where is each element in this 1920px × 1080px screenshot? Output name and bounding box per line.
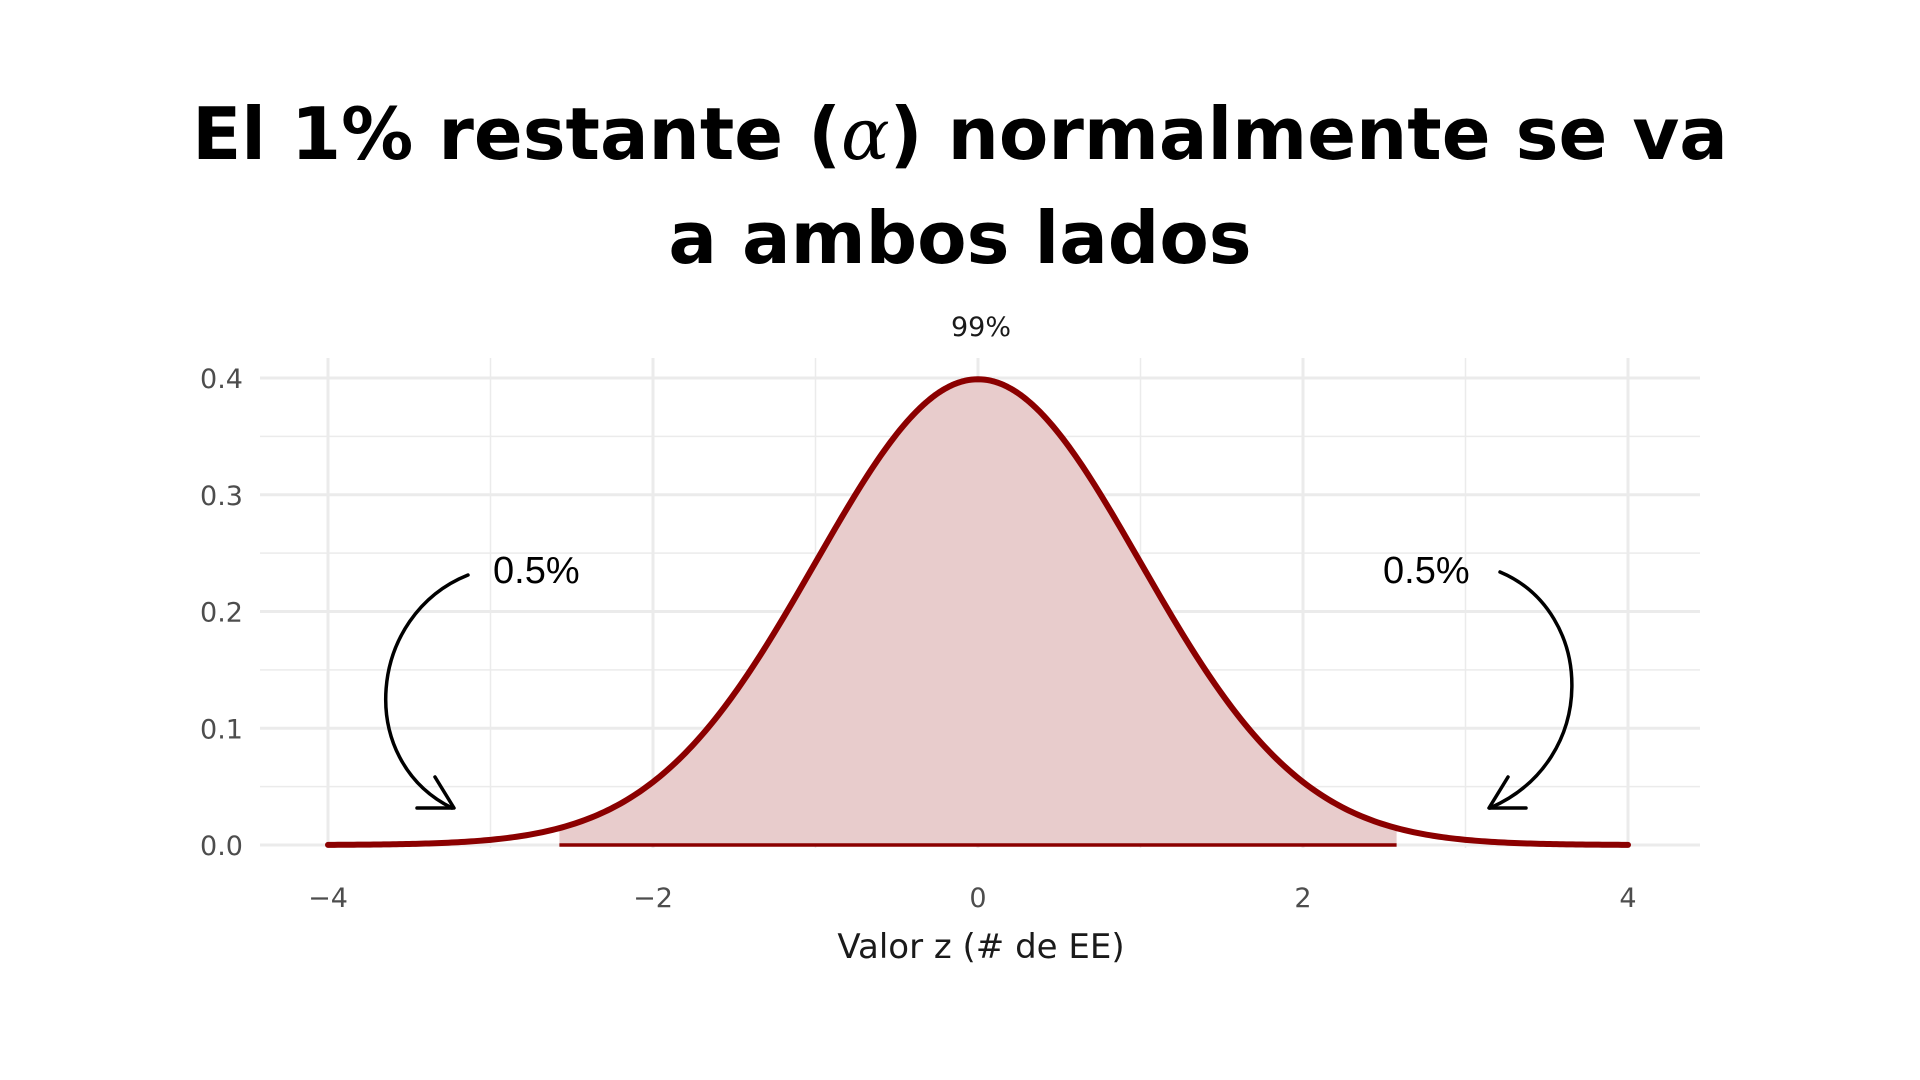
- right-tail-label: 0.5%: [1383, 550, 1470, 592]
- slide-title-part1: El 1% restante (: [192, 92, 842, 176]
- shaded-area-99: [559, 379, 1397, 845]
- left-curved-arrow-icon: [384, 573, 470, 810]
- right-tail-annotation: 0.5%: [1383, 550, 1574, 810]
- y-tick-label: 0.2: [200, 598, 243, 629]
- y-tick-label: 0.1: [200, 714, 243, 745]
- x-tick-label: 2: [1294, 883, 1311, 914]
- left-tail-annotation: 0.5%: [384, 550, 580, 810]
- left-arrowhead-icon: [415, 775, 456, 810]
- x-tick-label: −4: [308, 883, 348, 914]
- curve-group: [325, 376, 1631, 848]
- slide-title: El 1% restante (α) normalmente se va a a…: [160, 82, 1760, 290]
- chart-title-99-percent: 99%: [951, 312, 1011, 343]
- x-tick-label: 4: [1619, 883, 1636, 914]
- shaded-area-group: [559, 379, 1397, 847]
- right-curved-arrow-icon: [1488, 570, 1574, 810]
- x-tick-label: 0: [969, 883, 986, 914]
- x-tick-label: −2: [633, 883, 673, 914]
- alpha-symbol: α: [841, 92, 890, 176]
- left-tail-label: 0.5%: [493, 550, 580, 592]
- y-tick-label: 0.4: [200, 364, 243, 395]
- right-arrowhead-icon: [1487, 775, 1528, 810]
- y-tick-labels: 0.0 0.1 0.2 0.3 0.4: [200, 364, 243, 862]
- y-tick-label: 0.0: [200, 831, 243, 862]
- x-tick-labels: −4 −2 0 2 4: [308, 883, 1637, 914]
- slide-title-part2: ) normalmente se va a ambos lados: [668, 92, 1728, 280]
- density-curve: [325, 376, 1631, 848]
- y-tick-label: 0.3: [200, 481, 243, 512]
- x-axis-title: Valor z (# de EE): [837, 927, 1124, 967]
